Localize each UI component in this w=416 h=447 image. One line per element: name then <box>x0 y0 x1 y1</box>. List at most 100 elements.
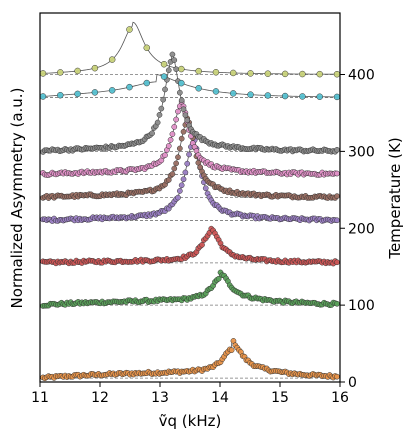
y-right-tick-label: 200 <box>348 221 375 237</box>
data-point-series-1 <box>334 300 340 307</box>
data-point-series-5 <box>167 137 174 143</box>
data-point-series-6 <box>162 86 168 93</box>
data-point-series-7 <box>39 93 47 100</box>
data-point-series-7 <box>333 93 341 101</box>
fit-curve-series-2 <box>39 228 341 264</box>
plot-frame <box>39 12 341 383</box>
data-point-series-4 <box>180 128 187 135</box>
data-point-series-7 <box>299 93 306 100</box>
data-point-series-6 <box>169 51 176 58</box>
data-point-series-5 <box>171 124 178 130</box>
data-point-series-8 <box>160 60 168 68</box>
data-point-series-7 <box>316 93 323 100</box>
data-point-series-6 <box>184 117 191 124</box>
data-point-series-8 <box>126 26 133 33</box>
x-tick-label: 11 <box>31 390 49 406</box>
data-point-series-6 <box>160 96 167 103</box>
x-tick-label: 14 <box>211 390 229 406</box>
x-tick-label: 15 <box>271 390 289 406</box>
data-point-series-8 <box>195 67 202 75</box>
data-point-series-7 <box>160 73 168 80</box>
data-point-series-5 <box>175 108 181 115</box>
x-tick-label: 12 <box>91 390 109 406</box>
data-point-series-4 <box>171 165 178 172</box>
data-point-series-8 <box>229 69 237 77</box>
data-point-series-8 <box>178 65 185 73</box>
data-point-series-8 <box>212 69 220 76</box>
data-point-series-8 <box>247 70 254 77</box>
axis-ticks-group: 11 12 13 14 15 160 100 200 300 400 <box>31 68 375 407</box>
data-point-series-8 <box>299 70 306 78</box>
data-point-series-8 <box>281 70 289 78</box>
data-point-series-7 <box>264 92 272 99</box>
data-point-series-8 <box>57 69 64 76</box>
data-point-series-2 <box>199 242 205 248</box>
data-point-series-7 <box>281 92 289 100</box>
data-point-series-8 <box>333 70 341 78</box>
data-point-series-4 <box>169 171 176 177</box>
data-point-series-7 <box>57 91 64 99</box>
data-point-series-7 <box>229 90 237 97</box>
data-point-series-3 <box>175 194 181 201</box>
data-point-series-6 <box>165 67 172 74</box>
fit-curves-group <box>39 21 341 379</box>
y-right-tick-label: 400 <box>348 68 375 84</box>
data-point-series-7 <box>212 88 220 95</box>
data-point-series-7 <box>143 79 151 87</box>
data-point-series-6 <box>176 89 183 96</box>
data-point-series-8 <box>74 67 81 75</box>
data-point-series-0 <box>334 373 340 380</box>
data-point-series-6 <box>156 112 163 118</box>
y-right-tick-label: 100 <box>348 298 375 314</box>
data-point-series-0 <box>228 347 235 353</box>
data-point-series-5 <box>173 116 179 123</box>
data-point-series-3 <box>176 188 183 194</box>
data-point-series-8 <box>143 44 151 52</box>
y-right-tick-label: 300 <box>348 144 375 160</box>
data-point-series-7 <box>91 89 99 96</box>
data-point-series-3 <box>202 185 209 192</box>
data-point-series-8 <box>91 64 99 72</box>
data-point-series-7 <box>126 83 133 91</box>
y-right-tick-label: 0 <box>348 375 357 391</box>
data-point-series-7 <box>74 90 81 98</box>
fit-curve-series-8 <box>39 21 340 75</box>
data-point-series-6 <box>334 147 340 153</box>
data-point-series-3 <box>182 169 189 176</box>
data-point-series-7 <box>195 85 202 92</box>
x-tick-label: 13 <box>151 390 169 406</box>
data-point-series-3 <box>178 182 185 189</box>
data-point-series-3 <box>180 176 187 183</box>
data-point-series-6 <box>180 106 187 113</box>
data-point-series-7 <box>178 79 185 87</box>
data-point-series-8 <box>264 70 272 77</box>
data-point-series-8 <box>39 70 47 77</box>
data-point-series-6 <box>154 119 161 126</box>
data-point-series-6 <box>158 105 165 112</box>
data-point-series-8 <box>108 56 116 63</box>
data-points-group <box>39 26 341 382</box>
x-axis-label: ṽq (kHz) <box>159 412 222 430</box>
data-point-series-4 <box>176 145 183 152</box>
y-axis-label-left: Normalized Asymmetry (a.u.) <box>8 88 26 309</box>
data-point-series-5 <box>169 131 176 137</box>
data-point-series-5 <box>334 170 340 177</box>
data-point-series-4 <box>173 160 179 167</box>
data-point-series-6 <box>171 57 178 63</box>
data-point-series-4 <box>178 135 185 142</box>
data-point-series-3 <box>184 160 191 167</box>
data-point-series-5 <box>162 152 168 159</box>
data-point-series-6 <box>149 130 155 137</box>
data-point-series-8 <box>316 70 323 78</box>
data-point-series-6 <box>182 112 189 119</box>
data-point-series-3 <box>334 217 340 224</box>
data-point-series-4 <box>334 193 340 199</box>
data-point-series-6 <box>173 66 179 73</box>
data-point-series-5 <box>165 143 172 149</box>
data-point-series-7 <box>108 87 116 94</box>
data-point-series-3 <box>186 151 192 158</box>
data-point-series-4 <box>175 154 181 161</box>
data-point-series-2 <box>334 259 340 266</box>
data-point-series-6 <box>178 97 185 104</box>
